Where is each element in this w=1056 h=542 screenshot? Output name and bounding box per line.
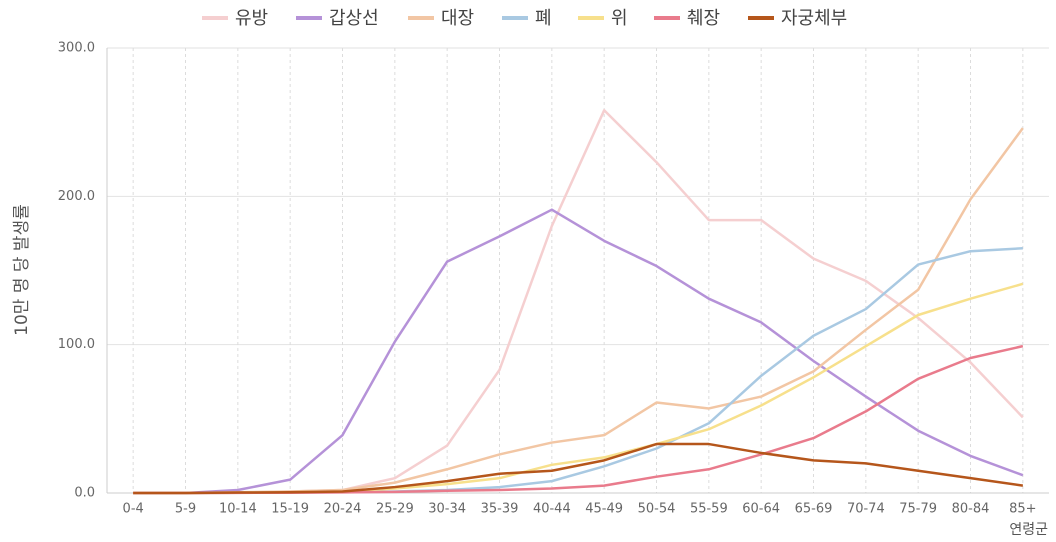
x-tick-label: 55-59 — [690, 502, 728, 517]
series-line — [133, 282, 1024, 495]
y-tick-label: 0.0 — [74, 486, 95, 501]
x-tick-label: 30-34 — [428, 502, 466, 517]
legend-label: 췌장 — [687, 8, 720, 29]
x-tick-label: 70-74 — [847, 502, 885, 517]
x-tick-label: 15-19 — [271, 502, 309, 517]
y-tick-label: 200.0 — [58, 189, 95, 204]
x-axis-label: 연령군 — [1009, 522, 1048, 538]
legend-label: 갑상선 — [329, 8, 379, 29]
series-line — [133, 109, 1024, 495]
x-tick-label: 60-64 — [742, 502, 780, 517]
series-line — [133, 127, 1024, 495]
x-tick-label: 40-44 — [533, 502, 571, 517]
series-line — [133, 344, 1024, 495]
x-tick-label: 25-29 — [376, 502, 414, 517]
x-tick-label: 5-9 — [175, 502, 196, 517]
x-tick-label: 75-79 — [899, 502, 937, 517]
legend-label: 자궁체부 — [781, 8, 847, 29]
series-line — [133, 442, 1024, 495]
x-tick-label: 85+ — [1009, 502, 1036, 517]
x-tick-label: 50-54 — [638, 502, 676, 517]
y-axis-label: 10만 명 당 발생률 — [12, 204, 32, 336]
legend-label: 대장 — [441, 8, 474, 29]
x-tick-label: 10-14 — [219, 502, 257, 517]
series-line — [133, 208, 1024, 495]
legend-label: 폐 — [535, 8, 552, 29]
x-tick-label: 35-39 — [481, 502, 519, 517]
legend-label: 위 — [611, 8, 628, 29]
x-tick-label: 20-24 — [324, 502, 362, 517]
y-tick-label: 100.0 — [58, 337, 95, 352]
x-tick-label: 0-4 — [123, 502, 144, 517]
series-line — [133, 247, 1023, 495]
x-tick-label: 45-49 — [585, 502, 623, 517]
legend-label: 유방 — [235, 8, 268, 29]
x-tick-label: 80-84 — [952, 502, 990, 517]
x-tick-label: 65-69 — [795, 502, 833, 517]
y-tick-label: 300.0 — [58, 41, 95, 56]
